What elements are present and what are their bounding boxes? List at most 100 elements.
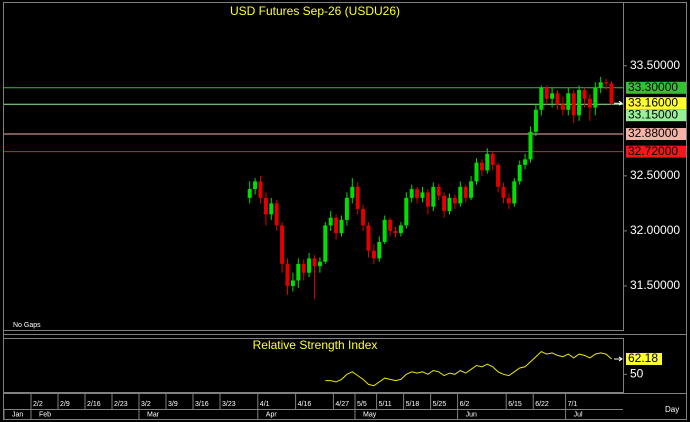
- annotation: No Gaps: [13, 322, 41, 329]
- y-tick-label: 33.50000: [630, 58, 680, 72]
- candle-body: [366, 225, 371, 251]
- x-tick-label: 2/23: [114, 401, 128, 408]
- candle-body: [512, 181, 517, 204]
- candle-body: [328, 217, 333, 226]
- month-label: Jun: [466, 411, 477, 418]
- x-tick-label: 5/25: [433, 401, 447, 408]
- x-tick-label: 3/16: [195, 401, 209, 408]
- candle-body: [539, 87, 544, 110]
- x-tick-label: 7/1: [568, 401, 578, 408]
- candle-body: [323, 225, 328, 262]
- month-label: Mar: [147, 411, 160, 418]
- candle-body: [280, 225, 285, 264]
- candle-body: [269, 203, 274, 215]
- candle-body: [317, 261, 322, 267]
- candle-body: [334, 217, 339, 234]
- candle-body: [506, 197, 511, 204]
- candle-body: [296, 263, 301, 281]
- rsi-panel: [3, 338, 624, 393]
- candle-body: [371, 250, 376, 259]
- candle-body: [361, 208, 366, 226]
- candle-body: [582, 89, 587, 99]
- candle-body: [393, 230, 398, 234]
- level-box: [626, 109, 686, 122]
- candle-body: [409, 189, 414, 198]
- x-tick-label: 4/27: [335, 401, 349, 408]
- x-tick-label: 3/23: [222, 401, 236, 408]
- candle-body: [577, 89, 582, 116]
- candle-body: [474, 162, 479, 182]
- candle-body: [404, 197, 409, 226]
- candle-body: [344, 197, 349, 220]
- x-tick-label: 6/22: [535, 401, 549, 408]
- candle-body: [528, 131, 533, 160]
- candle-body: [290, 280, 295, 286]
- candle-body: [571, 93, 576, 116]
- x-tick-label: 3/2: [141, 401, 151, 408]
- candle-body: [447, 197, 452, 212]
- candle-body: [388, 219, 393, 231]
- candle-body: [593, 87, 598, 108]
- rsi-title: Relative Strength Index: [253, 338, 378, 352]
- candle-body: [382, 219, 387, 242]
- candle-body: [301, 263, 306, 273]
- candle-body: [436, 186, 441, 196]
- candle-body: [566, 93, 571, 110]
- candle-body: [258, 181, 263, 198]
- candle-body: [398, 225, 403, 234]
- last-price-arrow: [614, 100, 623, 106]
- candle-body: [415, 189, 420, 198]
- x-unit: Day: [665, 405, 679, 414]
- level-label: 33.15000: [628, 107, 678, 121]
- candle-body: [442, 195, 447, 212]
- x-tick-label: 5/5: [357, 401, 367, 408]
- candle-body: [485, 153, 490, 171]
- x-tick-label: 3/9: [168, 401, 178, 408]
- candle-body: [496, 164, 501, 187]
- x-tick-label: 6/2: [460, 401, 470, 408]
- x-tick-label: 2/16: [87, 401, 101, 408]
- y-tick-label: 32.00000: [630, 223, 680, 237]
- x-tick-label: 5/18: [406, 401, 420, 408]
- candle-body: [263, 197, 268, 215]
- chart-title: USD Futures Sep-26 (USDU26): [230, 4, 400, 18]
- candle-body: [377, 241, 382, 259]
- candle-body: [501, 186, 506, 198]
- x-tick-label: 6/15: [508, 401, 522, 408]
- last-price-box: [626, 97, 686, 110]
- candle-body: [350, 186, 355, 198]
- candle-body: [425, 192, 430, 207]
- month-label: Feb: [39, 411, 51, 418]
- x-tick-label: 2/9: [60, 401, 70, 408]
- rsi-last-label: 62.18: [628, 351, 658, 365]
- x-tick-label: 4/1: [260, 401, 270, 408]
- candle-body: [598, 82, 603, 88]
- candle-body: [452, 197, 457, 204]
- candle-body: [490, 153, 495, 165]
- y-tick-label: 32.50000: [630, 168, 680, 182]
- candle-body: [355, 186, 360, 209]
- rsi-arrow: [614, 356, 623, 362]
- last-price-label: 33.16000: [628, 95, 678, 109]
- candle-body: [544, 87, 549, 99]
- candle-body: [431, 186, 436, 207]
- level-box: [626, 128, 686, 141]
- candle-body: [458, 186, 463, 204]
- rsi-tick-label: 50: [630, 367, 644, 381]
- candle-body: [253, 181, 258, 190]
- candle-body: [469, 181, 474, 198]
- candle-body: [587, 98, 592, 108]
- candle-body: [555, 93, 560, 105]
- level-box: [626, 145, 686, 158]
- price-panel: [3, 2, 624, 331]
- candle-body: [533, 109, 538, 132]
- month-label: May: [363, 411, 377, 418]
- level-label: 32.72000: [628, 144, 678, 158]
- candle-body: [609, 83, 614, 104]
- rsi-line: [325, 351, 612, 387]
- level-label: 32.88000: [628, 126, 678, 140]
- candle-body: [463, 186, 468, 198]
- x-tick-label: 2/2: [33, 401, 43, 408]
- candle-body: [550, 93, 555, 99]
